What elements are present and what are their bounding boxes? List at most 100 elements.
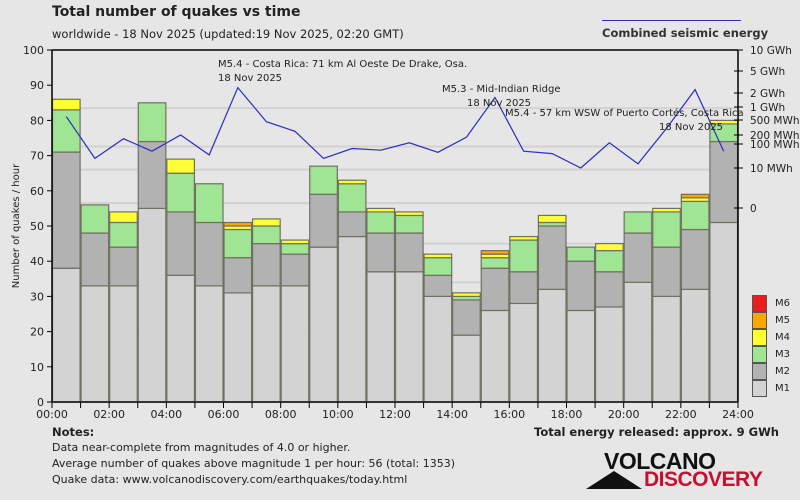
y-tick-label: 90 [30, 79, 44, 92]
y-tick-label: 0 [37, 396, 44, 409]
bar-segment-m2 [394, 232, 424, 273]
bar-segment-m1 [166, 274, 196, 403]
bar-segment-m3 [680, 200, 710, 231]
legend-label: M1 [775, 383, 790, 394]
bar-segment-m2 [309, 193, 338, 248]
energy-legend-label: Combined seismic energy [602, 26, 769, 40]
bar-segment-m1 [137, 207, 167, 403]
bar-segment-m3 [223, 228, 253, 259]
logo-top-text: VOLCANO [604, 448, 716, 474]
legend-label: M2 [775, 366, 790, 377]
bar-segment-m2 [566, 260, 596, 312]
legend-swatch [752, 312, 767, 329]
bar-segment-m3 [137, 102, 167, 143]
bar-segment-m1 [709, 221, 739, 403]
bar-segment-m1 [652, 295, 681, 403]
legend-item-m6: M6 [752, 295, 790, 312]
y-tick-label: 60 [30, 185, 44, 198]
bar-segment-m1 [109, 285, 138, 403]
bar-segment-m2 [366, 232, 396, 273]
y-tick-label: 50 [30, 220, 44, 233]
legend-swatch [752, 380, 767, 397]
note-line: Data near-complete from magnitudes of 4.… [52, 441, 351, 454]
bar-segment-m1 [394, 271, 424, 403]
bar-segment-m3 [423, 257, 453, 276]
bar-segment-m2 [280, 253, 310, 287]
bar-segment-m3 [480, 257, 510, 269]
bar-segment-m3 [652, 211, 681, 248]
x-tick-label: 08:00 [265, 408, 297, 421]
legend-item-m4: M4 [752, 329, 790, 346]
legend-label: M5 [775, 315, 790, 326]
x-tick-label: 04:00 [150, 408, 182, 421]
bar-segment-m3 [366, 211, 396, 234]
legend-item-m3: M3 [752, 346, 790, 363]
volcano-discovery-logo[interactable]: VOLCANO DISCOVERY [586, 448, 763, 492]
x-tick-label: 10:00 [322, 408, 354, 421]
x-tick-label: 14:00 [436, 408, 468, 421]
bar-segment-m1 [566, 309, 596, 403]
energy-tick-label: 5 GWh [750, 66, 785, 78]
bar-segment-m2 [480, 267, 510, 312]
bar-segment-m4 [251, 218, 281, 227]
bar-segment-m2 [709, 140, 739, 224]
bar-segment-m1 [537, 288, 567, 403]
x-tick-label: 16:00 [493, 408, 525, 421]
x-tick-label: 02:00 [93, 408, 125, 421]
bar-segment-m1 [480, 309, 510, 403]
bar-segment-m1 [280, 285, 310, 403]
annotation-text: M5.4 - Costa Rica: 71 km Al Oeste De Dra… [218, 59, 467, 70]
bar-segment-m2 [251, 243, 281, 287]
legend-swatch [752, 329, 767, 346]
bar-segment-m1 [80, 285, 110, 403]
x-tick-label: 20:00 [608, 408, 640, 421]
x-tick-label: 18:00 [551, 408, 583, 421]
bar-segment-m2 [594, 271, 624, 308]
chart-title: Total number of quakes vs time [52, 4, 301, 20]
x-tick-label: 06:00 [208, 408, 240, 421]
bar-segment-m2 [509, 271, 539, 305]
bar-segment-m1 [223, 292, 253, 403]
x-tick-label: 22:00 [665, 408, 697, 421]
bar-segment-m3 [309, 165, 338, 195]
chart-subtitle: worldwide - 18 Nov 2025 (updated:19 Nov … [52, 27, 404, 41]
energy-tick-label: 2 GWh [750, 88, 785, 100]
bar-segment-m4 [280, 239, 310, 245]
bar-segment-m4 [394, 211, 424, 217]
energy-line [65, 86, 725, 169]
annotation-text: M5.3 - Mid-Indian Ridge [442, 84, 561, 95]
bar-segment-m1 [509, 302, 539, 403]
bar-segment-m5 [480, 250, 510, 255]
bar-segment-m1 [309, 246, 338, 403]
legend-swatch [752, 363, 767, 380]
bar-segment-m2 [652, 246, 681, 297]
bar-segment-m3 [594, 250, 624, 273]
legend-label: M4 [775, 332, 790, 343]
bar-segment-m4 [166, 158, 196, 174]
y-tick-label: 100 [23, 44, 44, 57]
x-tick-label: 24:00 [722, 408, 754, 421]
bar-segment-m4 [452, 292, 481, 298]
annotation-date: 18 Nov 2025 [659, 122, 723, 133]
bar-segment-m4 [423, 253, 453, 259]
bar-segment-m2 [194, 221, 224, 287]
bar-segment-m2 [109, 246, 138, 287]
bar-segment-m2 [137, 140, 167, 210]
legend-item-m2: M2 [752, 363, 790, 380]
legend-label: M3 [775, 349, 790, 360]
bar-segment-m3 [280, 243, 310, 255]
bar-segment-m4 [594, 243, 624, 252]
legend-swatch [752, 295, 767, 312]
bar-segment-m3 [623, 211, 653, 234]
y-tick-label: 30 [30, 290, 44, 303]
bar-segment-m1 [51, 267, 81, 403]
bar-segment-m3 [509, 239, 539, 273]
bar-segment-m1 [251, 285, 281, 403]
bar-segment-m1 [680, 288, 710, 403]
bar-segment-m2 [80, 232, 110, 287]
bar-segment-m4 [366, 207, 396, 213]
bar-segment-m1 [452, 334, 481, 403]
legend-item-m5: M5 [752, 312, 790, 329]
logo-bottom-text: DISCOVERY [644, 468, 763, 491]
